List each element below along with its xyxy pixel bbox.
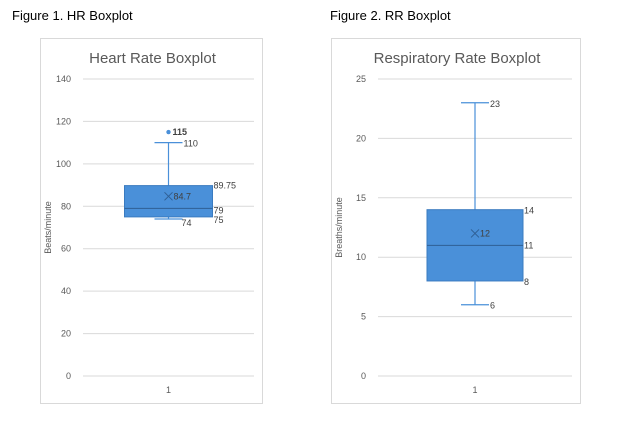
y-tick-label: 140 xyxy=(56,74,71,84)
y-tick-label: 120 xyxy=(56,116,71,126)
y-tick-label: 25 xyxy=(356,74,366,84)
y-tick-label: 0 xyxy=(361,371,366,381)
mean-label: 12 xyxy=(480,228,490,238)
q1-label: 75 xyxy=(214,215,224,225)
y-tick-label: 15 xyxy=(356,193,366,203)
chart-title: Respiratory Rate Boxplot xyxy=(374,50,542,67)
y-axis-label: Beats/minute xyxy=(43,201,53,254)
rr-boxplot-chart: Respiratory Rate Boxplot 0 5 10 15 20 25 Breath… xyxy=(334,50,572,395)
outlier-label: 115 xyxy=(173,127,188,137)
iqr-box xyxy=(124,185,213,218)
x-tick-label: 1 xyxy=(472,385,477,395)
mean-marker xyxy=(164,191,173,201)
max-label: 110 xyxy=(184,139,198,149)
q3-label: 14 xyxy=(524,206,534,216)
figure-1-caption: Figure 1. HR Boxplot xyxy=(12,8,133,23)
y-axis-label: Breaths/minute xyxy=(334,197,344,258)
y-tick-label: 40 xyxy=(61,286,71,296)
y-tick-label: 20 xyxy=(61,329,71,339)
y-tick-label: 80 xyxy=(61,201,71,211)
min-label: 6 xyxy=(490,301,495,311)
y-tick-label: 10 xyxy=(356,252,366,262)
y-tick-label: 5 xyxy=(361,312,366,322)
median-label: 11 xyxy=(524,240,533,250)
mean-marker xyxy=(470,229,480,238)
max-label: 23 xyxy=(490,99,500,109)
rr-chart-frame: Respiratory Rate Boxplot 0 5 10 15 20 25 Breath… xyxy=(331,38,581,404)
q1-label: 8 xyxy=(524,277,529,287)
y-tick-label: 0 xyxy=(66,371,71,381)
y-tick-label: 60 xyxy=(61,244,71,254)
q3-label: 89.75 xyxy=(214,181,237,191)
y-tick-label: 100 xyxy=(56,159,71,169)
outlier-point xyxy=(166,129,171,135)
hr-chart-frame: Heart Rate Boxplot 0 20 40 60 80 100 120 140 Beat… xyxy=(40,38,263,404)
hr-boxplot-chart: Heart Rate Boxplot 0 20 40 60 80 100 120 140 Beat… xyxy=(43,50,254,395)
chart-title: Heart Rate Boxplot xyxy=(89,50,217,67)
median-label: 79 xyxy=(214,205,224,215)
x-tick-label: 1 xyxy=(166,385,171,395)
mean-label: 84.7 xyxy=(174,191,192,201)
min-label: 74 xyxy=(182,218,192,228)
figure-2-caption: Figure 2. RR Boxplot xyxy=(330,8,451,23)
y-tick-label: 20 xyxy=(356,133,366,143)
